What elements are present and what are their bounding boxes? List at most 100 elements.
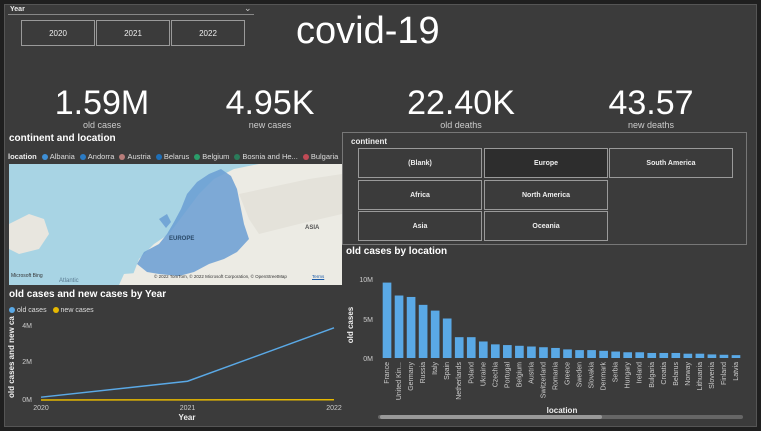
bar[interactable]: [454, 337, 464, 358]
bar-x-tick: Italy: [432, 362, 439, 375]
bar-x-tick: Serbia: [613, 362, 620, 382]
line-series-old-cases[interactable]: [40, 327, 335, 398]
year-slicer-divider: [8, 14, 254, 15]
line-chart[interactable]: old cases and new ca... 4M 2M 0M 2020 202…: [4, 316, 342, 424]
bar[interactable]: [635, 352, 645, 358]
continent-option-blank[interactable]: (Blank): [358, 148, 482, 178]
year-option-2022[interactable]: 2022: [171, 20, 245, 46]
bar[interactable]: [719, 354, 729, 358]
legend-item-belarus[interactable]: Belarus: [155, 152, 189, 161]
legend-item-austria[interactable]: Austria: [119, 152, 151, 161]
bar[interactable]: [551, 347, 560, 358]
bar[interactable]: [406, 296, 416, 358]
map-legend: location Albania Andorra Austria Belarus…: [8, 150, 343, 162]
year-option-2020[interactable]: 2020: [21, 20, 95, 46]
continent-slicer-label: continent: [351, 137, 387, 146]
kpi-old-cases: 1.59M old cases: [27, 86, 177, 130]
bar[interactable]: [539, 347, 548, 358]
bar-x-tick: Romania: [552, 362, 559, 390]
bar-x-tick: Belarus: [673, 362, 680, 386]
bar-x-tick: Czechia: [492, 362, 499, 387]
kpi-value: 43.57: [608, 84, 694, 122]
bar[interactable]: [563, 349, 572, 358]
legend-dot: [302, 153, 309, 160]
bar[interactable]: [466, 337, 476, 358]
bar[interactable]: [587, 350, 596, 358]
continent-option-europe[interactable]: Europe: [484, 148, 608, 178]
legend-item-new-cases[interactable]: new cases: [52, 307, 94, 314]
map-label-europe: EUROPE: [169, 236, 195, 242]
bar[interactable]: [478, 341, 488, 358]
uk-region[interactable]: [159, 214, 171, 228]
bar-x-tick: Germany: [408, 362, 415, 391]
bar-x-tick: Poland: [468, 362, 475, 384]
bar-y-tick: 5M: [363, 317, 373, 324]
bar[interactable]: [659, 352, 669, 358]
map-terms-link[interactable]: Terms: [312, 274, 325, 279]
continent-option-south-america[interactable]: South America: [609, 148, 733, 178]
bar-x-tick: Latvia: [733, 362, 740, 381]
bar[interactable]: [623, 352, 633, 358]
bar[interactable]: [490, 344, 500, 358]
bar[interactable]: [418, 304, 428, 358]
legend-item-belgium[interactable]: Belgium: [194, 152, 229, 161]
bar-y-axis-title: old cases: [346, 306, 355, 343]
bar[interactable]: [394, 295, 404, 358]
line-chart-title: old cases and new cases by Year: [9, 289, 167, 300]
bar-chart[interactable]: old cases 10M 5M 0M France United Kin... G…: [342, 260, 747, 420]
kpi-label: old cases: [82, 120, 122, 130]
legend-item-bosnia[interactable]: Bosnia and He...: [234, 152, 298, 161]
bar-x-tick: Norway: [685, 362, 692, 386]
bar-y-tick: 0M: [363, 356, 373, 363]
bar-x-tick: United Kin...: [396, 362, 403, 400]
page-title: covid-19: [296, 10, 440, 52]
continent-slicer: [342, 132, 747, 245]
legend-dot: [41, 153, 48, 160]
bar[interactable]: [430, 310, 440, 358]
bar[interactable]: [442, 318, 452, 359]
bar-chart-title: old cases by location: [346, 246, 448, 257]
bar-x-tick: Bulgaria: [649, 362, 656, 388]
bar[interactable]: [515, 345, 524, 358]
bar[interactable]: [695, 353, 705, 358]
continent-option-north-america[interactable]: North America: [484, 180, 608, 210]
legend-item-bulgaria[interactable]: Bulgaria: [302, 152, 338, 161]
bar[interactable]: [611, 351, 620, 358]
legend-item-old-cases[interactable]: old cases: [9, 307, 47, 314]
map-label-asia: ASIA: [305, 225, 320, 231]
bar[interactable]: [599, 350, 608, 358]
legend-item-albania[interactable]: Albania: [41, 152, 75, 161]
bar[interactable]: [647, 352, 657, 358]
legend-dot: [155, 153, 162, 160]
kpi-label: new cases: [248, 120, 292, 130]
bar[interactable]: [527, 346, 536, 358]
line-y-tick: 0M: [22, 397, 32, 404]
bar-x-tick: France: [384, 362, 391, 384]
bar-x-tick: Slovenia: [709, 362, 716, 389]
bar[interactable]: [731, 355, 741, 358]
legend-dot: [194, 153, 201, 160]
chevron-down-icon[interactable]: ⌄: [244, 3, 252, 13]
legend-item-andorra[interactable]: Andorra: [79, 152, 114, 161]
map-canvas[interactable]: EUROPE ASIA Atlantic Microsoft Bing © 20…: [9, 164, 342, 285]
bar-x-tick: Netherlands: [456, 362, 463, 400]
kpi-label: old deaths: [440, 120, 482, 130]
europe-region[interactable]: [137, 169, 249, 276]
continent-option-oceania[interactable]: Oceania: [484, 211, 608, 241]
bar[interactable]: [575, 350, 584, 358]
line-x-axis-title: Year: [179, 413, 196, 422]
year-option-2021[interactable]: 2021: [96, 20, 170, 46]
bar-x-tick: Lithuania: [697, 362, 704, 391]
bar[interactable]: [683, 353, 693, 358]
scrollbar-thumb[interactable]: [380, 415, 602, 419]
continent-option-africa[interactable]: Africa: [358, 180, 482, 210]
bar[interactable]: [671, 352, 681, 358]
continent-option-asia[interactable]: Asia: [358, 211, 482, 241]
bar[interactable]: [707, 354, 717, 358]
bar[interactable]: [503, 345, 512, 358]
bar[interactable]: [382, 282, 392, 358]
bar-x-tick: Switzerland: [540, 362, 547, 398]
bar-x-tick: Finland: [721, 362, 728, 385]
kpi-value: 1.59M: [54, 84, 150, 122]
land-africa-north: [119, 272, 189, 285]
